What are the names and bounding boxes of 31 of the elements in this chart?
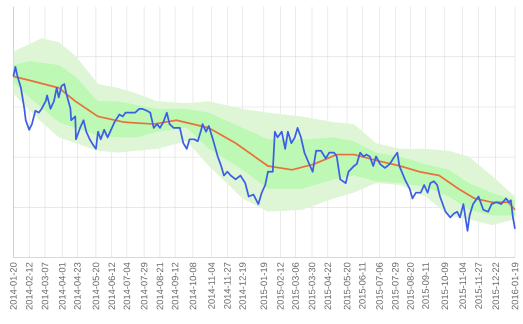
x-tick-label: 2014-11-27 (224, 262, 231, 309)
x-tick-label: 2014-09-12 (172, 262, 178, 310)
x-tick-label: 2015-04-22 (324, 262, 332, 310)
x-tick-label: 2015-07-06 (376, 262, 383, 310)
x-tick-label: 2014-11-04 (208, 262, 215, 309)
x-tick-label: 2014-06-12 (108, 262, 116, 310)
x-tick-label: 2014-04-23 (74, 262, 81, 310)
x-tick-label: 2015-01-19 (260, 262, 268, 310)
x-tick-label: 2015-02-12 (277, 262, 284, 310)
x-tick-label: 2015-07-29 (392, 262, 399, 310)
x-tick-label: 2015-12-22 (492, 262, 500, 310)
x-tick-label: 2015-05-20 (344, 262, 350, 310)
x-tick-label: 2016-01-19 (512, 262, 518, 310)
x-tick-label: 2014-03-07 (42, 262, 48, 310)
x-tick-label: 2014-07-04 (124, 262, 130, 310)
x-tick-label: 2015-09-11 (422, 262, 429, 309)
x-tick-label: 2015-03-30 (308, 262, 316, 310)
x-tick-label: 2014-01-20 (10, 262, 17, 310)
x-tick-label: 2014-07-29 (140, 262, 148, 310)
x-tick-label: 2015-11-27 (475, 262, 482, 309)
x-tick-label: 2014-04-01 (58, 262, 66, 310)
x-tick-label: 2014-02-12 (26, 262, 32, 310)
x-tick-label: 2014-10-08 (190, 262, 196, 310)
x-tick-label: 2015-08-20 (407, 262, 414, 310)
x-tick-label: 2015-11-04 (459, 262, 466, 309)
x-tick-label: 2014-12-19 (239, 262, 246, 310)
x-tick-label: 2015-06-11 (358, 262, 366, 309)
x-tick-label: 2015-03-06 (292, 262, 299, 310)
x-tick-label: 2015-10-09 (442, 262, 448, 310)
x-tick-label: 2014-05-20 (92, 262, 100, 310)
x-tick-label: 2014-08-21 (156, 262, 164, 310)
